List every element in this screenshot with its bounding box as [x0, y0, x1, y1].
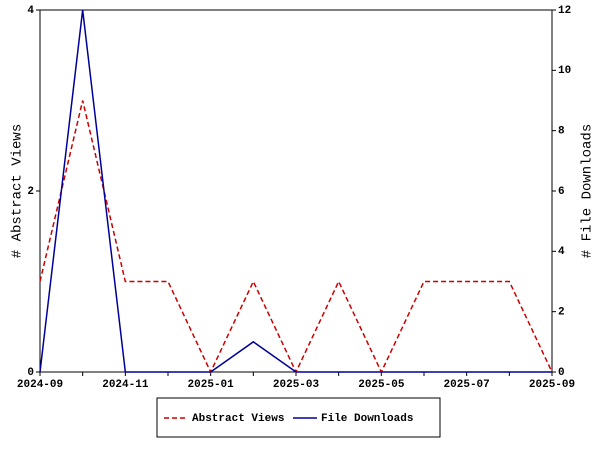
y2-tick-label: 4: [558, 246, 565, 258]
x-tick-label: 2025-01: [188, 379, 235, 391]
x-tick-label: 2025-07: [444, 379, 490, 391]
series-line: [39, 9, 552, 373]
y2-tick-label: 10: [558, 65, 571, 77]
y-tick-label: 0: [27, 367, 34, 379]
plot-frame: [39, 9, 553, 373]
series-line: [39, 100, 553, 374]
legend-label: Abstract Views: [192, 413, 284, 425]
y2-tick-label: 0: [558, 367, 565, 379]
y-axis-title: # Abstract Views: [10, 124, 26, 258]
y2-tick-label: 12: [558, 5, 571, 17]
x-tick-label: 2024-11: [102, 379, 149, 391]
x-tick-label: 2025-03: [273, 379, 320, 391]
y2-tick-label: 8: [558, 126, 565, 138]
y2-tick-label: 2: [558, 307, 565, 319]
y-tick-label: 2: [27, 186, 34, 198]
y-tick-label: 4: [27, 5, 34, 17]
x-tick-label: 2025-05: [358, 379, 405, 391]
x-tick-label: 2024-09: [17, 379, 63, 391]
legend-label: File Downloads: [321, 413, 413, 425]
y2-axis-title: # File Downloads: [580, 124, 596, 258]
y2-tick-label: 6: [558, 186, 565, 198]
x-tick-label: 2025-09: [529, 379, 575, 391]
